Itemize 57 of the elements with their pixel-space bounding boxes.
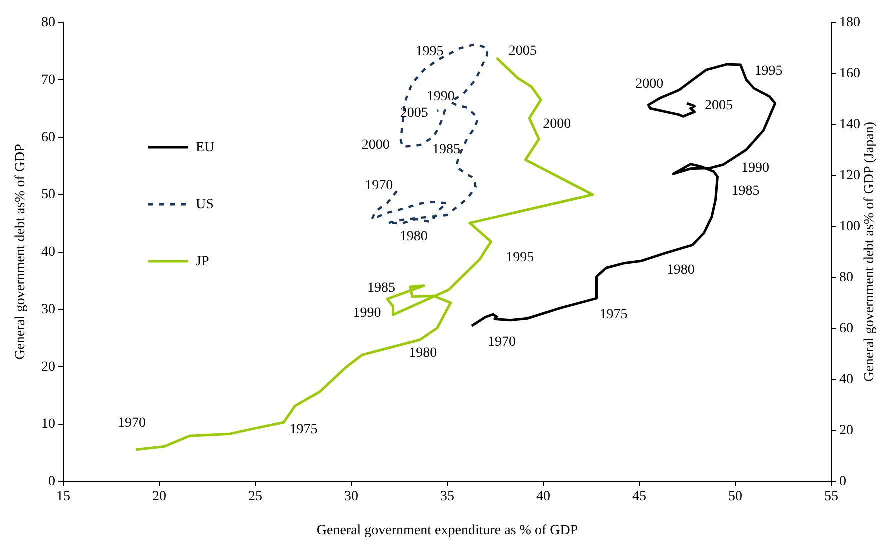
annotation: 2005 [705,98,733,114]
y-axis-title: General government debt as% of GDP [14,144,28,360]
annotation: 1975 [290,422,318,438]
annotation: 2000 [636,77,664,92]
x-axis-title: General government expenditure as % of GDP [316,524,578,538]
x-tick-label: 20 [152,490,166,504]
y-tick-label: 30 [42,302,56,318]
annotation: 1980 [409,346,438,361]
annotation: 1980 [666,263,695,278]
y2-tick-label: 120 [840,168,860,184]
annotation: 2005 [400,106,428,121]
y-tick-label: 0 [48,474,56,490]
annotation: 2005 [508,44,537,60]
y2-tick-label: 180 [840,16,860,30]
x-tick-label: 15 [56,490,70,504]
y2-axis-title: General government debt as% of GDP (Japan) [862,122,878,382]
x-tick-label: 50 [728,490,742,504]
annotation: 1995 [416,44,444,60]
legend-label: EU [196,140,215,156]
annotation: 1990 [741,160,770,176]
annotation: 1985 [432,142,460,158]
annotation: 1970 [365,178,394,194]
annotation: 1995 [506,250,534,266]
x-tick-label: 30 [344,490,358,504]
annotation: 1970 [118,416,146,432]
x-tick-label: 45 [632,490,646,504]
y-tick-label: 70 [42,72,56,88]
annotation: 1995 [754,64,783,80]
y2-tick-label: 140 [840,118,860,132]
y-tick-label: 20 [42,360,56,375]
y2-tick-label: 160 [840,66,860,82]
x-tick-label: 35 [440,490,454,504]
legend-label: JP [196,254,210,270]
legend-label: US [196,198,214,212]
annotation: 1980 [400,229,428,244]
y2-tick-label: 0 [840,474,846,490]
annotation: 1970 [488,335,516,350]
y2-tick-label: 40 [840,372,854,388]
y-tick-label: 40 [42,245,56,260]
y2-tick-label: 20 [840,424,854,438]
annotation: 1990 [426,89,455,104]
x-tick-label: 40 [536,490,550,504]
y-tick-label: 80 [42,16,56,30]
x-tick-label: 25 [248,490,262,504]
annotation: 1975 [600,308,628,323]
y2-tick-label: 100 [840,220,860,234]
y-tick-label: 50 [42,188,56,203]
y-tick-label: 10 [42,417,56,432]
x-tick-label: 55 [824,490,838,504]
annotation: 1990 [353,306,382,322]
annotation: 1985 [368,281,396,296]
annotation: 2000 [543,117,572,132]
y2-tick-label: 80 [840,270,854,286]
y-tick-label: 60 [42,130,56,146]
y2-tick-label: 60 [840,322,854,336]
annotation: 1985 [732,184,760,199]
annotation: 2000 [362,138,390,154]
